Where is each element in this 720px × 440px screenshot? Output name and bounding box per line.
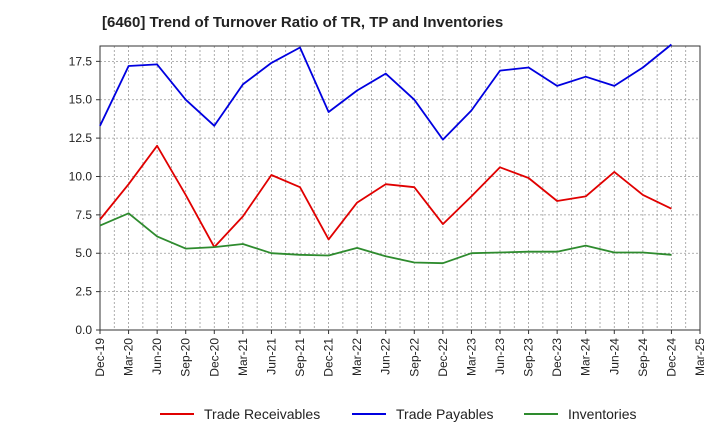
x-tick-label: Dec-19 xyxy=(93,338,107,377)
y-tick-label: 10.0 xyxy=(69,169,93,183)
x-axis-ticks: Dec-19 Mar-20 Jun-20 Sep-20 Dec-20 Mar-21 Jun-… xyxy=(93,330,707,377)
x-tick-label: Sep-23 xyxy=(522,338,536,377)
y-tick-label: 7.5 xyxy=(75,208,92,222)
x-tick-label: Mar-25 xyxy=(693,338,707,376)
x-tick-label: Jun-23 xyxy=(493,338,507,375)
y-tick-label: 2.5 xyxy=(75,285,92,299)
grid xyxy=(100,46,700,330)
series-line-inventories xyxy=(99,212,672,265)
y-tick-label: 5.0 xyxy=(75,246,92,260)
y-tick-label: 0.0 xyxy=(75,323,92,337)
x-tick-label: Sep-24 xyxy=(636,338,650,377)
legend-label-trade-payables: Trade Payables xyxy=(396,406,494,422)
x-tick-label: Dec-23 xyxy=(550,338,564,377)
x-tick-label: Jun-24 xyxy=(607,338,621,375)
y-tick-label: 15.0 xyxy=(69,93,93,107)
legend: Trade Receivables Trade Payables Inventori… xyxy=(160,406,636,422)
x-tick-label: Jun-20 xyxy=(150,338,164,375)
x-tick-label: Mar-23 xyxy=(464,338,478,376)
x-tick-label: Sep-21 xyxy=(293,338,307,377)
x-tick-label: Mar-20 xyxy=(122,338,136,376)
y-tick-label: 12.5 xyxy=(69,131,93,145)
x-tick-label: Dec-20 xyxy=(207,338,221,377)
x-tick-label: Jun-21 xyxy=(264,338,278,375)
x-tick-label: Mar-21 xyxy=(236,338,250,376)
x-tick-label: Mar-24 xyxy=(579,338,593,376)
legend-label-trade-receivables: Trade Receivables xyxy=(204,406,320,422)
y-axis-ticks: 0.0 2.5 5.0 7.5 10.0 12.5 15.0 17.5 xyxy=(69,54,100,337)
x-tick-label: Sep-20 xyxy=(179,338,193,377)
series-line-trade-receivables xyxy=(99,144,672,249)
x-tick-label: Sep-22 xyxy=(407,338,421,377)
series-group xyxy=(99,43,672,265)
x-tick-label: Dec-21 xyxy=(322,338,336,377)
x-tick-label: Jun-22 xyxy=(379,338,393,375)
x-tick-label: Dec-22 xyxy=(436,338,450,377)
y-tick-label: 17.5 xyxy=(69,54,93,68)
plot-area xyxy=(99,45,701,331)
legend-label-inventories: Inventories xyxy=(568,406,636,422)
series-line-trade-payables xyxy=(99,43,672,141)
chart-title: [6460] Trend of Turnover Ratio of TR, TP… xyxy=(102,14,504,31)
x-tick-label: Mar-22 xyxy=(350,338,364,376)
x-tick-label: Dec-24 xyxy=(664,338,678,377)
